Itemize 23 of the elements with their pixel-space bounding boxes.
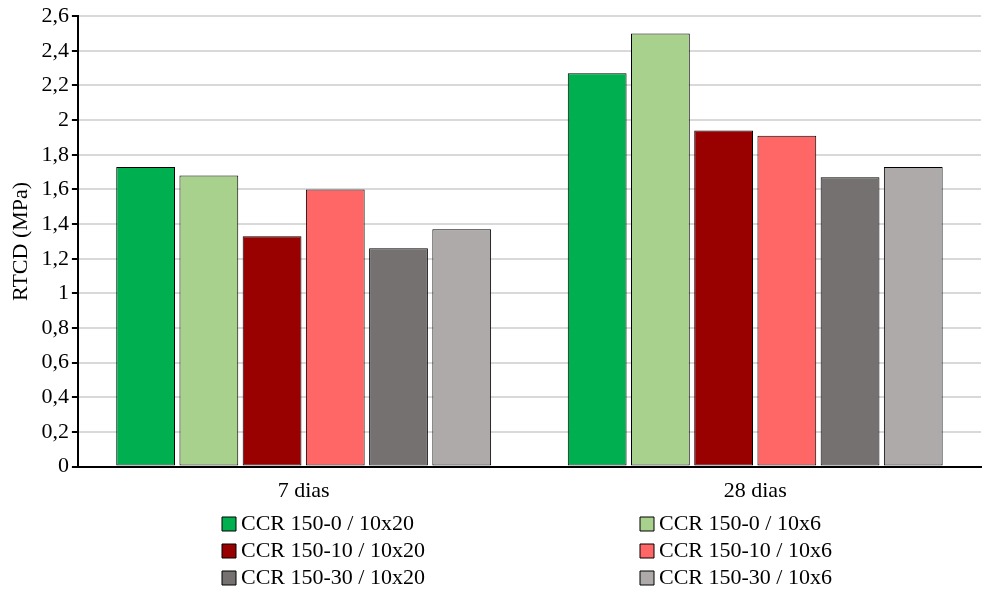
y-tick-label: 0,6 [41,348,69,374]
legend-label: CCR 150-10 / 10x6 [659,536,832,562]
y-tick-label: 2,4 [41,36,69,62]
y-tick-label: 1,8 [41,140,69,166]
y-tick-label: 2 [57,105,69,131]
y-tick-label: 2,6 [41,1,69,27]
y-tick-label: 0,4 [41,383,69,409]
y-tick-label: 1,2 [41,244,69,270]
y-tick-label: 1 [57,279,69,305]
y-tick-label: 1,6 [41,175,69,201]
y-tick-label: 2,2 [41,71,69,97]
legend-label: CCR 150-30 / 10x20 [241,563,425,589]
legend-label: CCR 150-0 / 10x20 [241,509,414,535]
legend-label: CCR 150-0 / 10x6 [659,509,821,535]
y-tick-label: 1,4 [41,209,69,235]
y-tick-label: 0,2 [41,417,69,443]
x-tick-label: 28 dias [723,476,787,502]
y-tick-label: 0 [57,452,69,478]
y-axis-title: RTCD (MPa) [6,181,32,301]
legend-label: CCR 150-30 / 10x6 [659,563,832,589]
y-tick-label: 0,8 [41,313,69,339]
x-tick-label: 7 dias [277,476,330,502]
legend-label: CCR 150-10 / 10x20 [241,536,425,562]
